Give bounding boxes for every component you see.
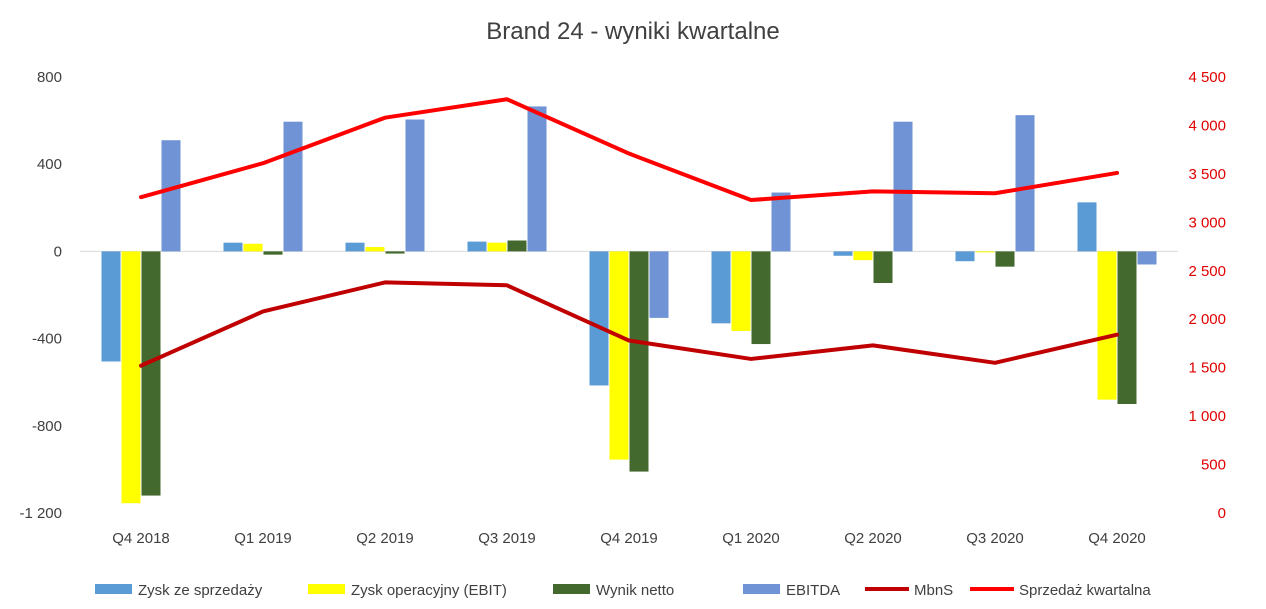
right-tick-label: 0 <box>1218 505 1226 522</box>
bar-ebitda <box>649 251 669 318</box>
right-tick-label: 4 500 <box>1188 69 1226 86</box>
bar-zysk-ze-sprzeda-y <box>955 251 975 262</box>
bar-ebitda <box>161 140 181 252</box>
right-tick-label: 2 500 <box>1188 263 1226 280</box>
left-tick-label: 800 <box>37 69 62 86</box>
bar-zysk-ze-sprzeda-y <box>223 242 243 252</box>
bar-zysk-ze-sprzeda-y <box>345 242 365 252</box>
bar-ebitda <box>283 121 303 252</box>
bar-zysk-ze-sprzeda-y <box>711 251 731 324</box>
bar-ebitda <box>527 106 547 252</box>
bar-zysk-operacyjny-ebit- <box>487 242 507 252</box>
right-tick-label: 500 <box>1201 457 1226 474</box>
bar-wynik-netto <box>385 251 405 254</box>
bar-wynik-netto <box>873 251 893 284</box>
bar-ebitda <box>1015 115 1035 252</box>
left-tick-label: -800 <box>32 418 62 435</box>
x-tick-label: Q3 2020 <box>966 530 1024 547</box>
left-tick-label: -1 200 <box>19 505 62 522</box>
bar-zysk-operacyjny-ebit- <box>365 247 385 252</box>
left-tick-label: -400 <box>32 331 62 348</box>
legend-swatch <box>743 584 780 594</box>
bar-zysk-operacyjny-ebit- <box>975 251 995 253</box>
right-tick-label: 4 000 <box>1188 117 1226 134</box>
bar-wynik-netto <box>629 251 649 472</box>
x-tick-label: Q2 2019 <box>356 530 414 547</box>
legend-swatch <box>308 584 345 594</box>
x-tick-label: Q2 2020 <box>844 530 902 547</box>
bar-zysk-ze-sprzeda-y <box>1077 202 1097 252</box>
bar-wynik-netto <box>507 240 527 252</box>
right-tick-label: 1 000 <box>1188 408 1226 425</box>
bar-zysk-ze-sprzeda-y <box>589 251 609 386</box>
bar-zysk-operacyjny-ebit- <box>731 251 751 331</box>
x-tick-label: Q1 2019 <box>234 530 292 547</box>
x-tick-label: Q4 2020 <box>1088 530 1146 547</box>
x-tick-label: Q3 2019 <box>478 530 536 547</box>
line-mbns <box>139 280 1119 368</box>
x-tick-label: Q4 2019 <box>600 530 658 547</box>
line-sprzeda-kwartalna <box>139 97 1119 203</box>
bar-ebitda <box>405 119 425 252</box>
bar-zysk-operacyjny-ebit- <box>121 251 141 504</box>
right-tick-label: 3 000 <box>1188 214 1226 231</box>
bar-zysk-ze-sprzeda-y <box>467 241 487 252</box>
right-tick-label: 2 000 <box>1188 311 1226 328</box>
bar-wynik-netto <box>995 251 1015 267</box>
legend-swatch <box>95 584 132 594</box>
left-tick-label: 400 <box>37 156 62 173</box>
legend-label: Wynik netto <box>596 582 674 599</box>
right-tick-label: 1 500 <box>1188 360 1226 377</box>
bar-zysk-operacyjny-ebit- <box>853 251 873 261</box>
bar-ebitda <box>1137 251 1157 265</box>
bar-wynik-netto <box>263 251 283 255</box>
x-tick-label: Q4 2018 <box>112 530 170 547</box>
x-tick-label: Q1 2020 <box>722 530 780 547</box>
legend-label: EBITDA <box>786 582 840 599</box>
bar-wynik-netto <box>751 251 771 345</box>
left-tick-label: 0 <box>54 243 62 260</box>
bar-wynik-netto <box>1117 251 1137 404</box>
bar-ebitda <box>893 121 913 252</box>
legend-label: Zysk ze sprzedaży <box>138 582 263 599</box>
chart-title: Brand 24 - wyniki kwartalne <box>486 18 780 45</box>
legend-label: MbnS <box>914 582 953 599</box>
bar-zysk-operacyjny-ebit- <box>609 251 629 460</box>
bar-wynik-netto <box>141 251 161 496</box>
bar-zysk-ze-sprzeda-y <box>101 251 121 362</box>
bar-zysk-ze-sprzeda-y <box>833 251 853 256</box>
legend-label: Zysk operacyjny (EBIT) <box>351 582 507 599</box>
bar-zysk-operacyjny-ebit- <box>1097 251 1117 400</box>
bar-ebitda <box>771 192 791 252</box>
legend-swatch <box>553 584 590 594</box>
legend-label: Sprzedaż kwartalna <box>1019 582 1151 599</box>
right-tick-label: 3 500 <box>1188 166 1226 183</box>
bar-zysk-operacyjny-ebit- <box>243 243 263 252</box>
